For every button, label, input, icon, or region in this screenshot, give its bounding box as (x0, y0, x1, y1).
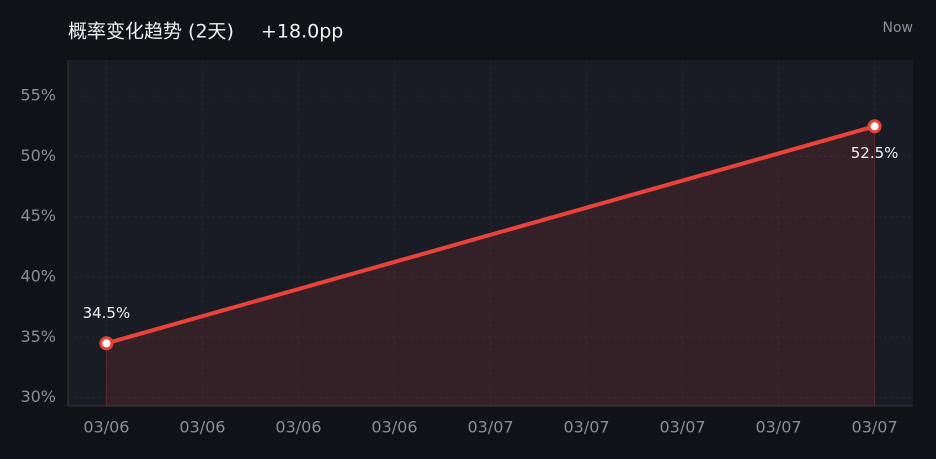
point (867, 119, 882, 134)
x-tick-label: 03/06 (179, 418, 225, 437)
x-tick-label: 03/06 (83, 418, 129, 437)
point (99, 336, 114, 351)
now-label: Now (883, 20, 914, 36)
y-tick-label: 55% (20, 86, 56, 105)
x-tick-label: 03/06 (371, 418, 417, 437)
y-tick-label: 40% (20, 267, 56, 286)
y-tick-label: 30% (20, 387, 56, 406)
chart-title: 概率变化趋势 (2天) (68, 21, 234, 43)
x-tick-label: 03/07 (659, 418, 705, 437)
x-tick-label: 03/07 (467, 418, 513, 437)
data-label: 52.5% (851, 144, 899, 162)
y-tick-label: 45% (20, 206, 56, 225)
x-tick-label: 03/06 (275, 418, 321, 437)
x-tick-label: 03/07 (852, 418, 898, 437)
area (106, 126, 875, 407)
line (104, 124, 877, 346)
x-tick-label: 03/07 (563, 418, 609, 437)
x-tick-label: 03/07 (756, 418, 802, 437)
y-tick-label: 50% (20, 146, 56, 165)
data-label: 34.5% (83, 304, 131, 322)
change-label: +18.0pp (261, 21, 343, 43)
y-tick-label: 35% (20, 327, 56, 346)
